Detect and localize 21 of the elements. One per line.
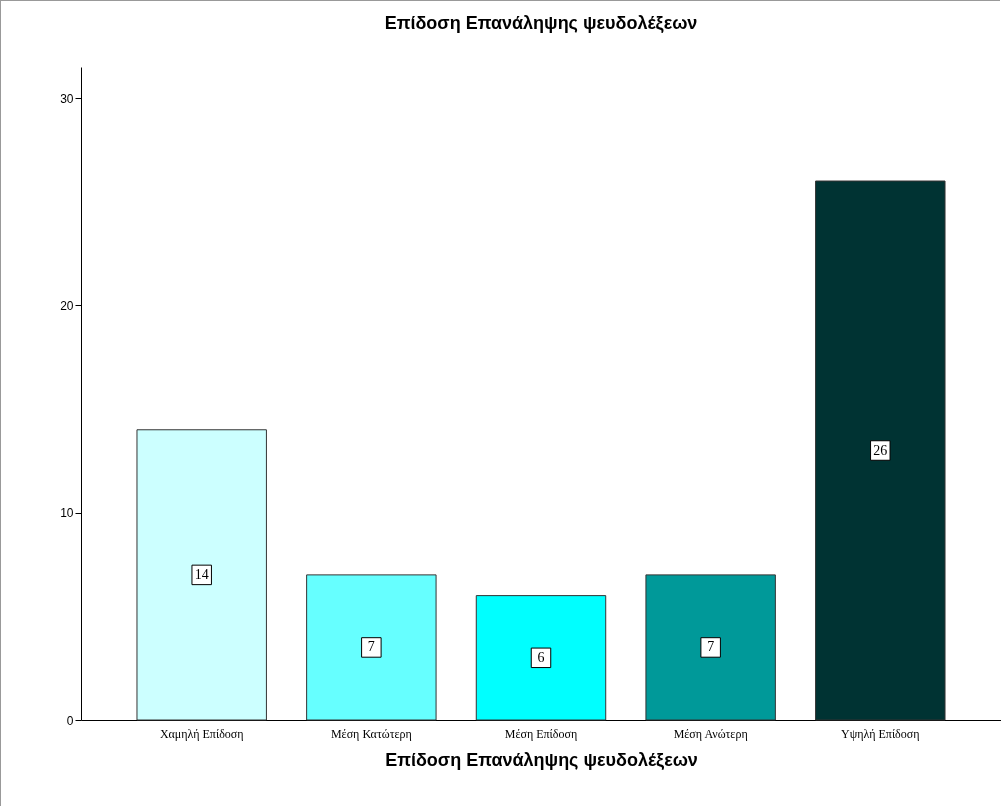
bar bbox=[815, 180, 946, 721]
y-tick-label: 10 bbox=[60, 506, 74, 521]
bar bbox=[475, 595, 607, 721]
data-label: 7 bbox=[707, 639, 715, 655]
bar bbox=[136, 429, 267, 721]
y-tick-label: 30 bbox=[60, 91, 74, 106]
chart-title: Επίδοση Επανάληψης ψευδολέξεων bbox=[384, 13, 698, 34]
data-label: 14 bbox=[194, 566, 209, 582]
data-label: 7 bbox=[367, 639, 375, 655]
x-tick-label: Χαμηλή Επίδοση bbox=[159, 726, 244, 741]
x-tick-label: Υψηλή Επίδοση bbox=[841, 726, 920, 741]
data-label: 26 bbox=[873, 442, 888, 458]
y-tick-label: 0 bbox=[66, 713, 74, 728]
x-axis-title: Επίδοση Επανάληψης ψευδολέξεων bbox=[385, 749, 698, 771]
x-tick-label: Μέση Ανώτερη bbox=[673, 726, 748, 741]
bar bbox=[645, 574, 776, 721]
y-tick-label: 20 bbox=[60, 298, 74, 313]
x-tick-label: Μέση Κατώτερη bbox=[330, 726, 412, 741]
bar bbox=[306, 574, 437, 721]
x-tick-label: Μέση Επίδοση bbox=[504, 726, 578, 741]
data-label: 6 bbox=[537, 649, 545, 665]
